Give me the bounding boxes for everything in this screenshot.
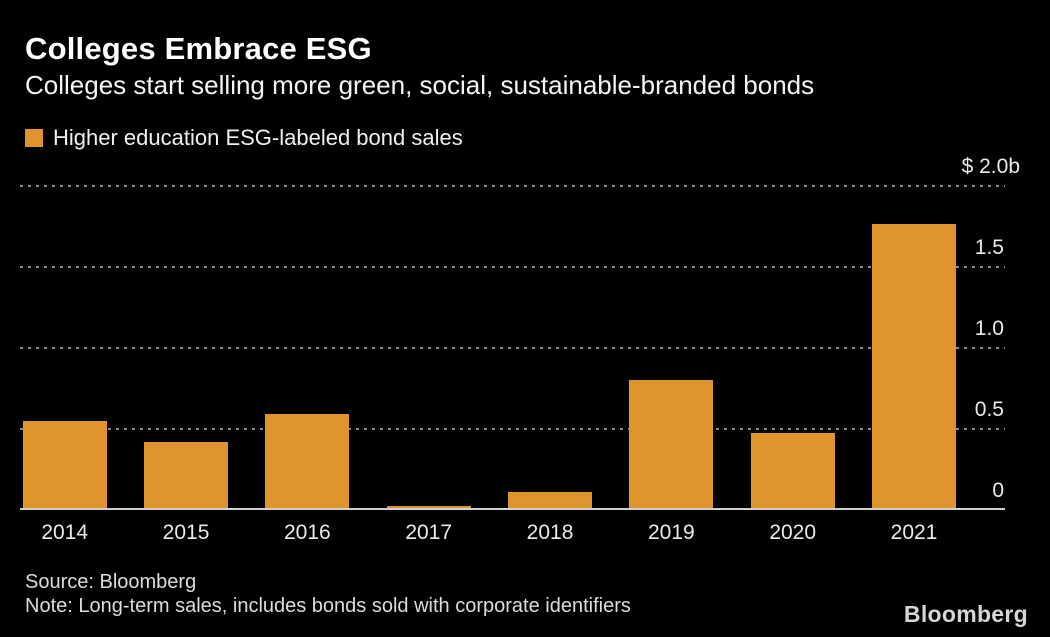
bar-2021 [872, 224, 956, 508]
y-axis-tick-label-1.5: 1.5 [974, 236, 1004, 259]
legend: Higher education ESG-labeled bond sales [25, 125, 463, 151]
bar-2019 [629, 380, 714, 508]
bar-2017 [386, 506, 471, 508]
bar-2018 [508, 492, 593, 508]
x-axis-label-2016: 2016 [284, 521, 331, 544]
x-axis-label-2021: 2021 [890, 521, 938, 544]
gridline-2 [20, 185, 1005, 187]
gridline-0.5 [20, 428, 1005, 430]
x-axis-label-2015: 2015 [162, 521, 210, 544]
y-axis-tick-label-1: 1.0 [974, 317, 1004, 340]
x-axis-label-2017: 2017 [405, 521, 453, 544]
gridline-1.5 [20, 266, 1005, 268]
note-text: Note: Long-term sales, includes bonds so… [25, 595, 631, 617]
x-axis-label-2018: 2018 [526, 521, 574, 544]
bloomberg-logo: Bloomberg [903, 601, 1028, 627]
page-title: Colleges Embrace ESG [25, 31, 372, 66]
page-subtitle: Colleges start selling more green, socia… [25, 70, 815, 100]
bar-2020 [750, 433, 835, 508]
x-axis-label-2019: 2019 [647, 521, 695, 544]
bar-2015 [144, 442, 229, 508]
x-axis-label-2014: 2014 [41, 521, 89, 544]
gridline-1 [20, 347, 1005, 349]
bar-2014 [22, 421, 107, 508]
source-text: Source: Bloomberg [25, 571, 197, 593]
x-axis-label-2020: 2020 [769, 521, 817, 544]
bar-2016 [265, 414, 350, 508]
y-axis-tick-label-0: 0 [992, 479, 1004, 502]
legend-label: Higher education ESG-labeled bond sales [53, 125, 463, 150]
y-axis-tick-label-2: $ 2.0b [961, 155, 1020, 178]
legend-swatch-icon [25, 129, 43, 147]
bar-chart-plot-area [20, 185, 1005, 510]
y-axis-tick-label-0.5: 0.5 [974, 398, 1004, 421]
